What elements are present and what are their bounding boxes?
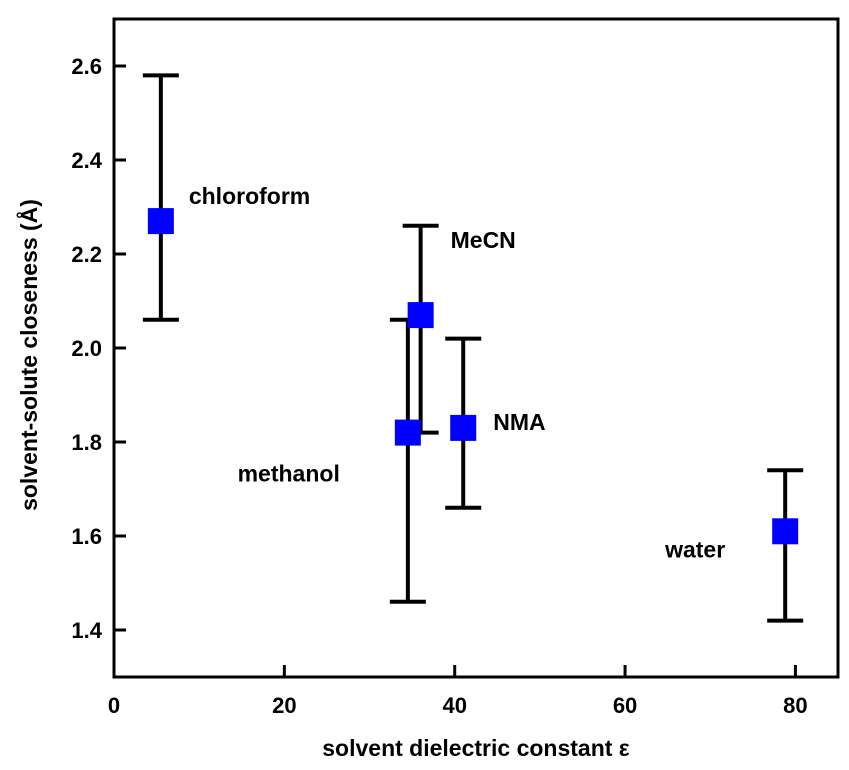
marker-methanol — [394, 419, 421, 446]
x-axis-ticks: 0 20 40 60 80 — [108, 665, 808, 718]
y-tick-label: 2.6 — [71, 54, 102, 79]
y-tick-label: 1.8 — [71, 430, 102, 455]
point-label-NMA: NMA — [493, 409, 545, 435]
y-tick-label: 1.6 — [71, 524, 102, 549]
point-labels: chloroform MeCN methanol NMA water — [189, 183, 725, 562]
x-tick-label: 40 — [442, 693, 466, 718]
point-label-chloroform: chloroform — [189, 183, 310, 209]
data-markers — [147, 208, 799, 545]
y-tick-label: 1.4 — [71, 618, 102, 643]
point-label-methanol: methanol — [238, 461, 340, 487]
point-label-water: water — [664, 536, 725, 562]
x-tick-label: 60 — [613, 693, 637, 718]
plot-frame — [112, 17, 840, 679]
marker-NMA — [450, 414, 477, 441]
x-tick-label: 20 — [272, 693, 296, 718]
marker-water — [772, 518, 799, 545]
marker-MeCN — [407, 302, 434, 329]
y-tick-label: 2.4 — [71, 148, 102, 173]
y-tick-label: 2.2 — [71, 242, 102, 267]
y-axis-ticks: 1.4 1.6 1.8 2.0 2.2 2.4 2.6 — [71, 54, 126, 643]
x-tick-label: 0 — [108, 693, 120, 718]
x-axis-title: solvent dielectric constant ε — [322, 735, 630, 761]
x-tick-label: 80 — [783, 693, 807, 718]
point-label-MeCN: MeCN — [451, 227, 516, 253]
marker-chloroform — [147, 208, 174, 235]
y-tick-label: 2.0 — [71, 336, 102, 361]
y-axis-title: solvent-solute closeness (Å) — [15, 199, 42, 511]
